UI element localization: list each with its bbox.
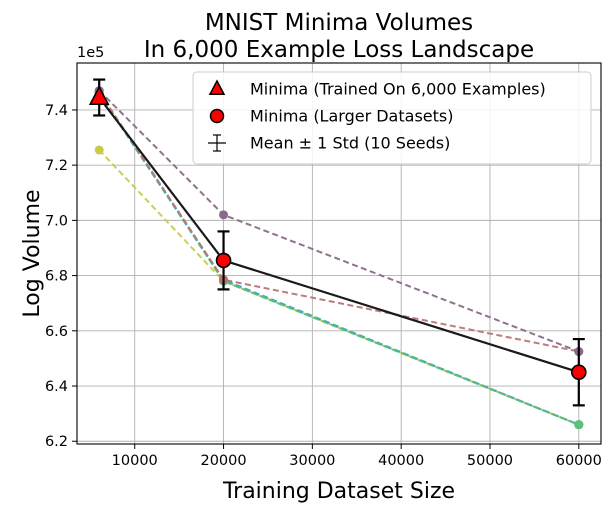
legend-label: Minima (Trained On 6,000 Examples) (250, 80, 546, 99)
mean-marker-triangle (88, 85, 110, 106)
y-tick-label: 6.4 (45, 379, 68, 395)
y-tick-label: 7.2 (45, 158, 68, 174)
legend-label: Minima (Larger Datasets) (250, 107, 453, 126)
y-tick-label: 7.0 (45, 213, 68, 229)
mean-marker-circle (215, 252, 232, 269)
series (88, 78, 587, 430)
x-tick-label: 40000 (378, 453, 424, 469)
legend-circle-marker (209, 108, 225, 124)
y-tick-label: 6.6 (45, 324, 68, 340)
x-tick-label: 10000 (112, 453, 158, 469)
seed-point-seed-purple (219, 210, 229, 220)
x-tick-label: 30000 (289, 453, 335, 469)
x-tick-label: 50000 (467, 453, 513, 469)
y-tick-label: 6.8 (45, 269, 68, 285)
legend-box (192, 71, 592, 165)
y-tick-label: 7.4 (45, 103, 68, 119)
x-tick-label: 20000 (200, 453, 246, 469)
seed-line-seed-rose (98, 91, 579, 353)
x-tick-label: 60000 (556, 453, 602, 469)
ticks: 10000 20000 30000 40000 50000 60000 6.2 6.4 6.6 6… (45, 45, 602, 469)
x-axis-label: Training Dataset Size (222, 479, 455, 504)
seed-point-seed-green (574, 420, 584, 430)
chart-title-line: In 6,000 Example Loss Landscape (144, 37, 534, 63)
legend-label: Mean ± 1 Std (10 Seeds) (250, 134, 450, 153)
seed-point-seed-olive (94, 145, 104, 155)
chart-title-line: MNIST Minima Volumes (205, 10, 473, 36)
y-axis-label: Log Volume (20, 189, 45, 317)
plot-frame (76, 62, 602, 445)
mean-marker-circle (570, 364, 587, 381)
axes (76, 62, 602, 445)
y-tick-label: 6.2 (45, 434, 68, 450)
axis-labels: Training Dataset Size Log Volume (20, 189, 455, 504)
legend-triangle-marker (208, 79, 226, 95)
legend: Minima (Trained On 6,000 Examples) Minima… (192, 71, 592, 165)
y-offset-label: 1e5 (77, 45, 104, 61)
